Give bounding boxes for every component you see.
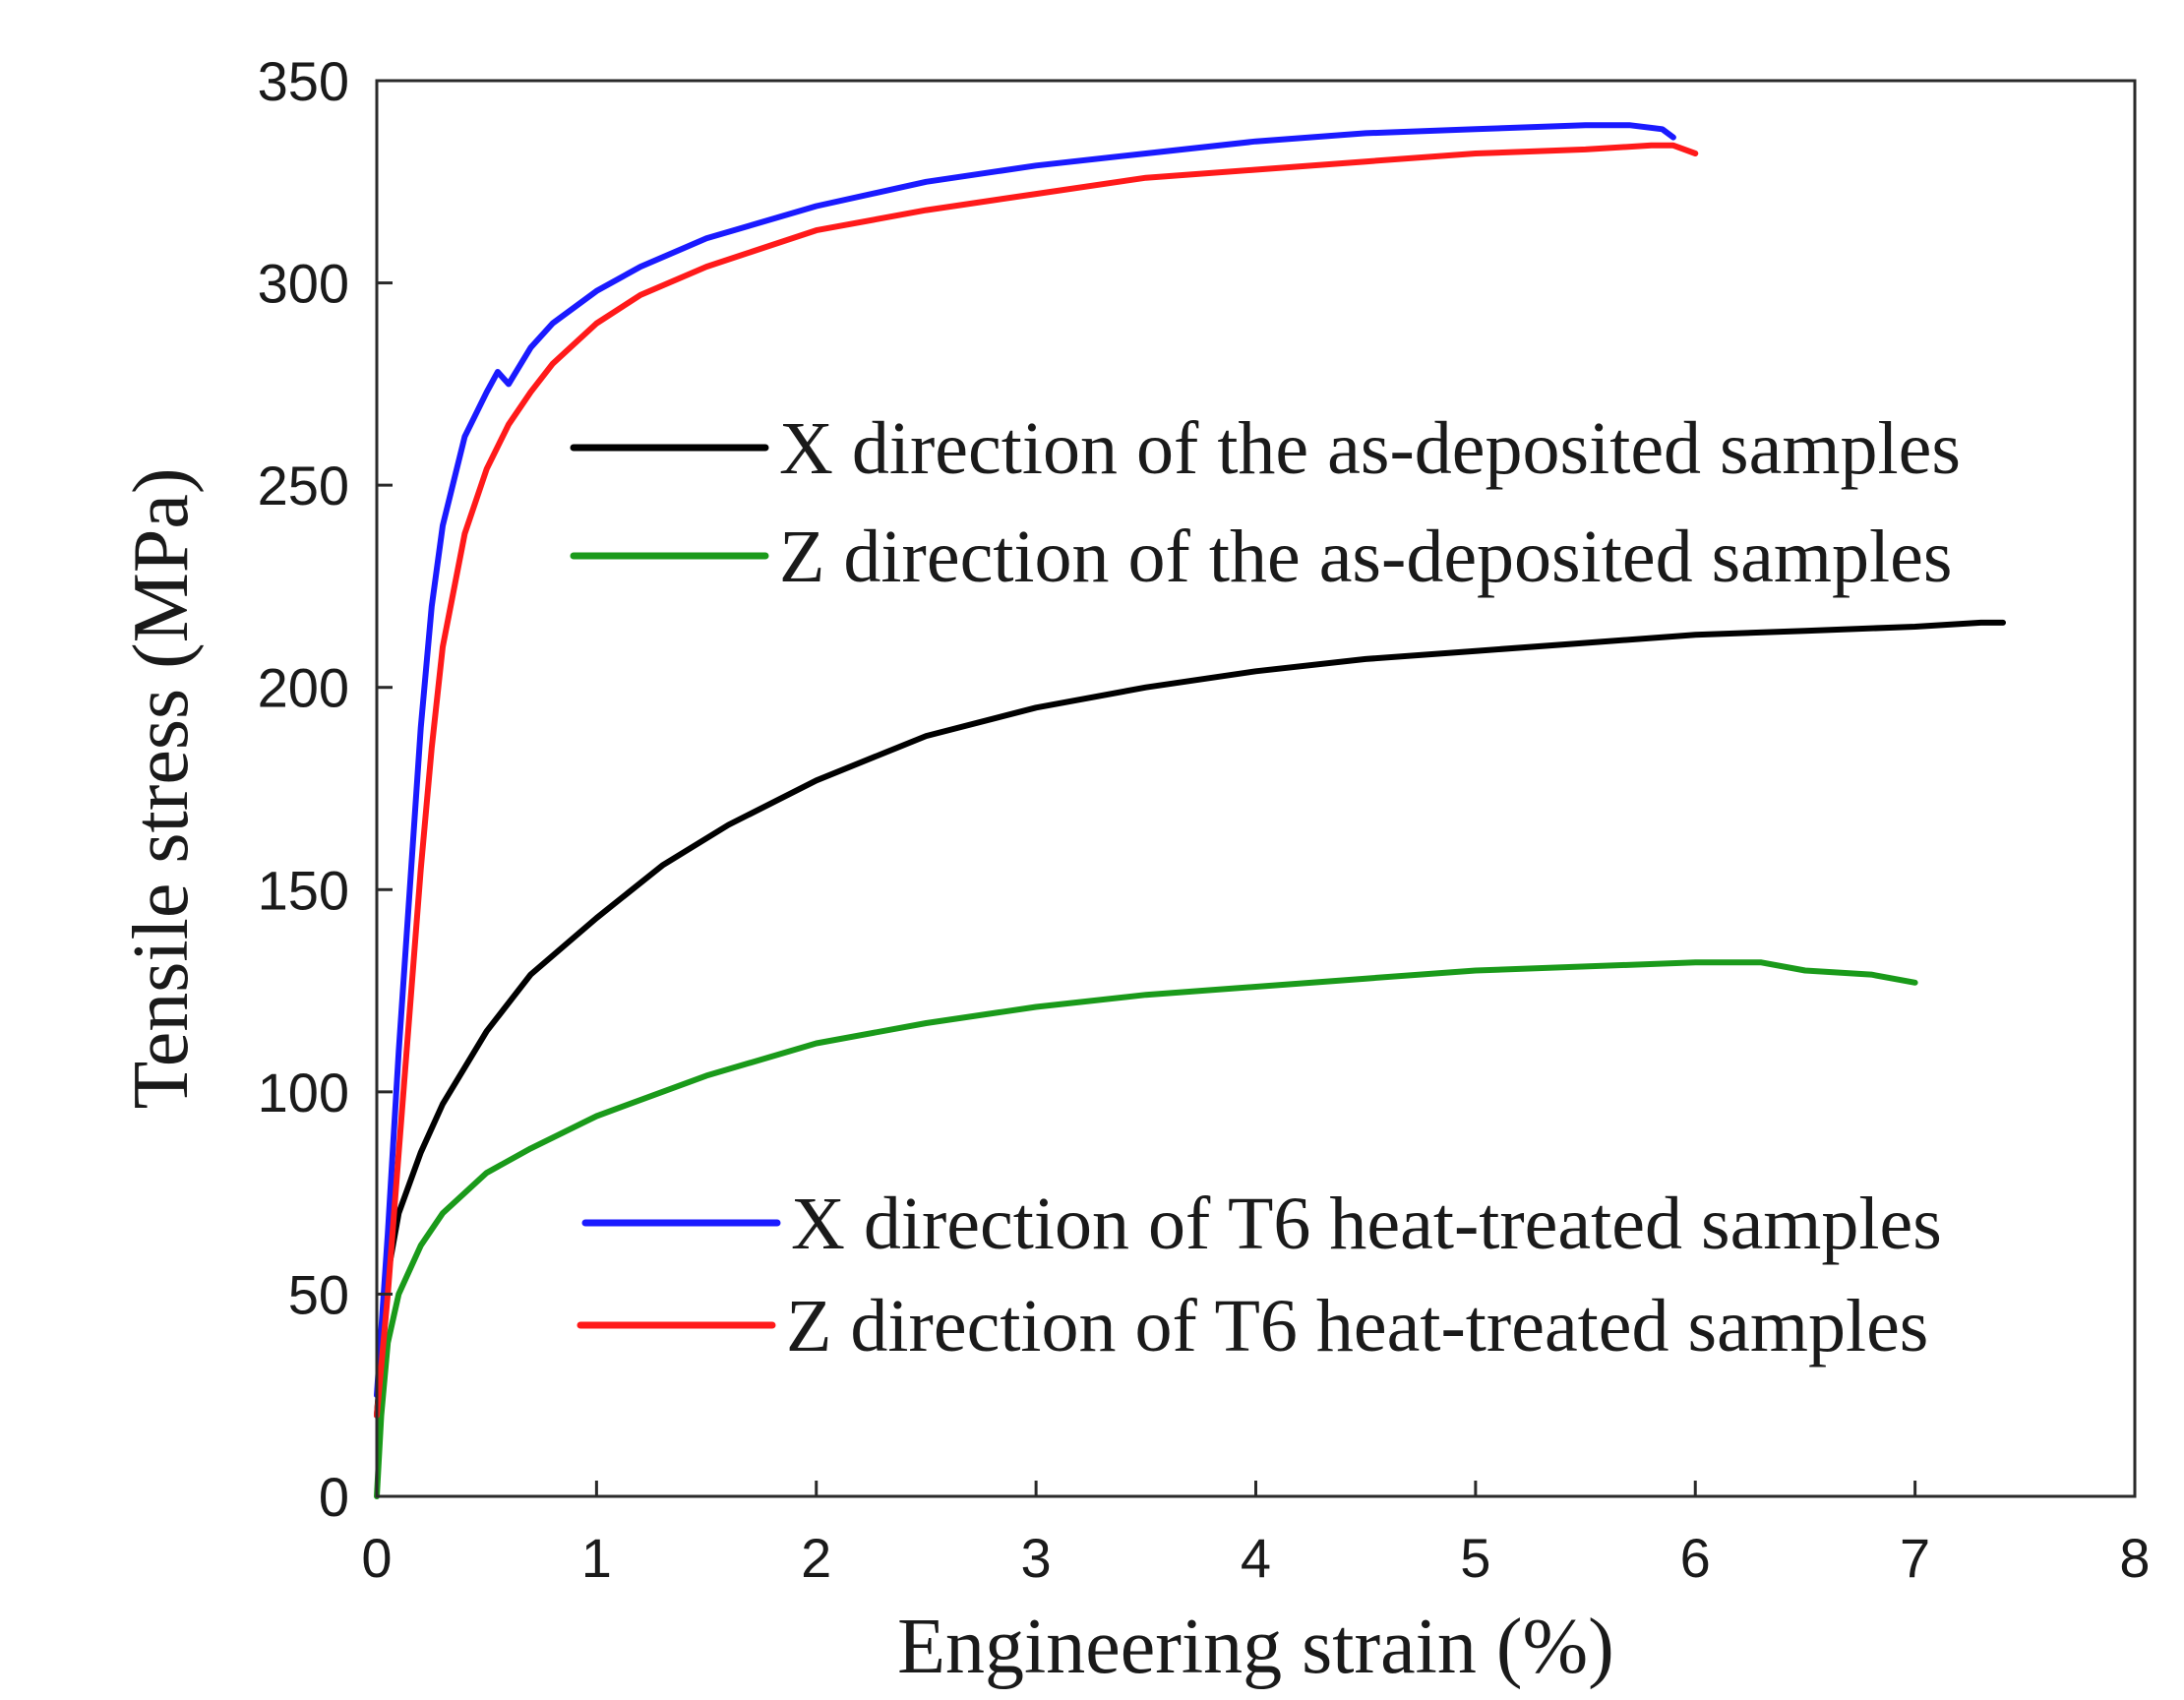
y-tick-label: 200: [258, 657, 349, 719]
y-tick-label: 250: [258, 455, 349, 516]
y-tick-label: 0: [319, 1466, 349, 1528]
x-tick-label: 4: [1241, 1527, 1271, 1589]
series-line-2: [374, 122, 1676, 1399]
x-tick-label: 8: [2119, 1527, 2150, 1589]
y-tick-label: 150: [258, 859, 349, 921]
x-tick-label: 6: [1680, 1527, 1711, 1589]
y-axis: 0 50 100 150 200 250 300 350: [258, 50, 393, 1528]
legend: X direction of the as-deposited samples Z…: [570, 407, 1961, 1367]
legend-label-0: X direction of the as-deposited samples: [779, 407, 1961, 490]
x-axis: 0 1 2 3 4 5 6 7 8: [361, 1481, 2151, 1589]
x-axis-title: Engineering strain (%): [897, 1604, 1614, 1690]
x-tick-label: 0: [361, 1527, 392, 1589]
x-tick-label: 7: [1900, 1527, 1930, 1589]
y-axis-title: Tensile stress (MPa): [118, 467, 205, 1109]
legend-label-2: X direction of T6 heat-treated samples: [791, 1183, 1942, 1265]
x-tick-label: 3: [1021, 1527, 1052, 1589]
curves-layer: [374, 122, 2006, 1499]
series-line-0: [374, 619, 2006, 1419]
y-tick-label: 50: [288, 1263, 349, 1325]
y-tick-label: 350: [258, 50, 349, 112]
y-tick-label: 300: [258, 253, 349, 315]
legend-label-1: Z direction of the as-deposited samples: [779, 516, 1952, 598]
x-tick-label: 1: [581, 1527, 612, 1589]
x-tick-label: 5: [1460, 1527, 1490, 1589]
legend-label-3: Z direction of T6 heat-treated samples: [786, 1285, 1928, 1367]
series-line-3: [374, 142, 1699, 1419]
x-tick-label: 2: [801, 1527, 831, 1589]
series-line-1: [374, 959, 1918, 1499]
y-tick-label: 100: [258, 1062, 349, 1123]
